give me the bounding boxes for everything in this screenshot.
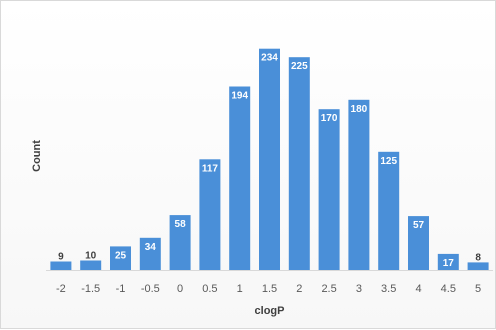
bar-3 <box>348 99 370 271</box>
bar-5 <box>467 262 489 270</box>
x-tick-label: 3.5 <box>381 283 396 295</box>
bar-value-label: 8 <box>475 252 481 263</box>
x-tick-label: -2 <box>56 283 66 295</box>
bar-value-label: 57 <box>413 220 425 231</box>
bar-value-label: 125 <box>380 156 397 167</box>
x-tick-label: 0 <box>177 283 183 295</box>
bar-data-labels: 9 10 25 34 58 117 194 234 225 170 180 125 57 17 8 <box>58 53 481 269</box>
bar-value-label: 234 <box>261 53 278 64</box>
bar-value-label: 225 <box>291 61 308 72</box>
bars <box>50 48 489 271</box>
x-tick-label: 4.5 <box>441 283 456 295</box>
bar-value-label: 194 <box>231 91 248 102</box>
bar--1 <box>110 246 131 270</box>
x-tick-label: 4 <box>415 283 421 295</box>
x-tick-label: 2.5 <box>321 283 336 295</box>
x-tick-label: 5 <box>475 283 481 295</box>
x-tick-label: -1.5 <box>81 283 100 295</box>
bar--1.5 <box>80 260 102 270</box>
bar--2 <box>50 261 72 270</box>
bar-4 <box>408 216 429 270</box>
bar-value-label: 10 <box>85 251 97 262</box>
bar-value-label: 34 <box>145 242 157 253</box>
bar-value-label: 25 <box>115 250 127 261</box>
x-tick-label: -1 <box>116 283 126 295</box>
bar-1 <box>229 86 251 270</box>
x-tick-label: 1.5 <box>262 283 277 295</box>
x-tick-label: 0.5 <box>202 283 217 295</box>
bar-3.5 <box>378 151 400 270</box>
bar-value-label: 117 <box>202 163 219 174</box>
bar-4.5 <box>437 253 459 270</box>
bar-value-label: 17 <box>443 258 455 269</box>
y-axis-title: Count <box>31 140 43 172</box>
bar-2.5 <box>318 109 340 270</box>
x-tick-label: 1 <box>237 283 243 295</box>
bar-0 <box>169 215 191 270</box>
x-tick-label: -0.5 <box>141 283 160 295</box>
x-tick-labels: -2 -1.5 -1 -0.5 0 0.5 1 1.5 2 2.5 3 3.5 4 4.5 5 <box>56 283 481 295</box>
bar-value-label: 170 <box>321 113 338 124</box>
bar-value-label: 180 <box>351 104 368 115</box>
bar-value-label: 58 <box>175 219 187 230</box>
bar-value-label: 9 <box>58 252 64 263</box>
bar-2 <box>288 57 310 271</box>
x-axis-title: clogP <box>255 305 285 317</box>
bar--0.5 <box>139 237 161 270</box>
x-tick-label: 2 <box>296 283 302 295</box>
bar-1.5 <box>259 48 280 271</box>
x-tick-label: 3 <box>356 283 362 295</box>
bar-0.5 <box>199 159 221 270</box>
